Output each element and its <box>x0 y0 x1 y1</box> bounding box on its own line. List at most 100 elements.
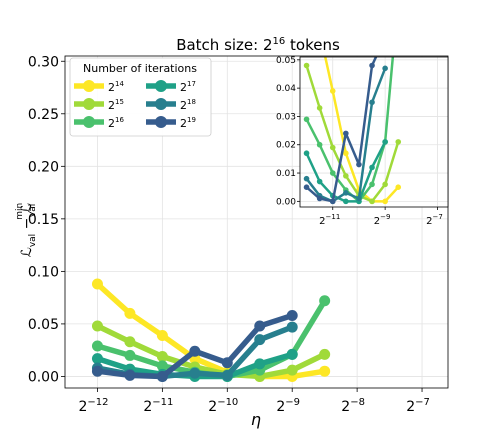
series-3-point-0 <box>91 353 103 365</box>
inset-series-0-point-3 <box>343 150 349 157</box>
x-tick-label-4: 2−8 <box>341 397 365 415</box>
inset-y-tick-label-2: 0.02 <box>276 141 296 151</box>
inset-y-tick-label-5: 0.05 <box>276 56 296 66</box>
inset-series-1-point-3 <box>343 173 349 179</box>
series-line-1 <box>96 323 326 380</box>
inset-y-tick-label-1: 0.01 <box>276 169 296 179</box>
series-2-point-2 <box>156 360 168 372</box>
legend-label-1: 215 <box>108 98 124 112</box>
inset-series-5-point-0 <box>303 184 310 190</box>
series-1-point-6 <box>286 364 298 376</box>
y-tick-label-4: 0.20 <box>28 159 59 175</box>
legend-label-3: 217 <box>180 80 196 94</box>
series-0-point-1 <box>124 307 136 319</box>
series-0-point-0 <box>91 278 103 290</box>
inset-frame <box>299 56 449 208</box>
title-exponent: 16 <box>273 36 286 47</box>
series-0-point-2 <box>156 329 168 341</box>
x-axis-label: η <box>251 410 261 429</box>
inset-series-5-point-6 <box>382 34 388 40</box>
inset-series-3-point-1 <box>316 178 323 185</box>
inset-series-5-point-1 <box>316 195 323 202</box>
legend-marker-0 <box>83 80 95 92</box>
inset-series-0-point-6 <box>382 198 388 205</box>
series-4-point-6 <box>286 321 298 333</box>
legend-marker-5 <box>155 116 167 128</box>
inset-series-1-point-2 <box>329 144 336 151</box>
main-plot-frame <box>64 55 449 389</box>
series-3-point-5 <box>254 358 266 370</box>
series-2-point-7 <box>319 295 331 307</box>
inset-y-tick-label-3: 0.03 <box>276 112 296 122</box>
x-tick-label-5: 2−7 <box>406 397 430 415</box>
series-4-point-3 <box>189 367 201 379</box>
inset-series-1-point-1 <box>316 105 323 111</box>
title-prefix: Batch size: 2 <box>176 36 272 54</box>
inset-series-2-point-1 <box>316 141 323 148</box>
inset-series-0-point-2 <box>329 88 336 94</box>
inset-series-3-point-0 <box>303 150 310 157</box>
series-5-point-2 <box>156 370 168 382</box>
y-axis-label: ℒval − ℒvalmin <box>15 203 38 258</box>
y-label-sup: min <box>15 203 25 220</box>
series-1-point-7 <box>319 348 331 360</box>
series-1-point-0 <box>91 320 103 332</box>
legend-marker-3 <box>155 80 167 92</box>
legend-title: Number of iterations <box>83 62 197 75</box>
legend: Number of iterations 214 215 216 217 218 219 <box>69 57 212 137</box>
inset-series-0-point-7 <box>395 184 402 190</box>
inset-series-3-point-3 <box>343 198 349 205</box>
inset-series-3-point-5 <box>369 164 375 171</box>
series-5-point-4 <box>221 357 233 369</box>
inset-series-1-point-6 <box>382 181 388 188</box>
inset-series-1-point-5 <box>369 198 375 205</box>
inset-y-tick-label-4: 0.04 <box>276 84 296 94</box>
inset-x-tick-label-0: 2−11 <box>319 213 340 227</box>
inset-series-line-1 <box>305 65 400 203</box>
legend-label-4: 218 <box>180 98 196 112</box>
legend-label-2: 216 <box>108 116 124 130</box>
y-tick-label-1: 0.05 <box>28 317 59 333</box>
y-tick-label-5: 0.25 <box>28 107 59 123</box>
x-tick-label-3: 2−9 <box>276 397 300 415</box>
inset-series-2-point-0 <box>303 116 310 123</box>
inset-chart: 0.00 0.01 0.02 0.03 0.04 0.05 2−11 2−9 2−7 <box>276 29 449 227</box>
series-5-point-6 <box>286 310 298 322</box>
inset-series-4-point-0 <box>303 175 310 182</box>
inset-series-1-point-7 <box>395 139 402 145</box>
inset-series-4-point-4 <box>356 195 362 202</box>
inset-series-1-point-0 <box>303 62 310 69</box>
inset-y-tick-label-0: 0.00 <box>276 197 296 207</box>
inset-series-2-point-5 <box>369 181 375 188</box>
legend-label-5: 219 <box>180 116 196 130</box>
series-3-point-6 <box>286 348 298 360</box>
series-2-point-0 <box>91 340 103 352</box>
y-tick-label-0: 0.00 <box>28 369 59 385</box>
y-tick-label-2: 0.10 <box>28 264 59 280</box>
y-label-base-2: ℒ <box>19 203 35 213</box>
x-tick-label-0: 2−12 <box>78 397 108 415</box>
y-tick-label-3: 0.15 <box>28 212 59 228</box>
series-1-point-1 <box>124 336 136 348</box>
chart-title: Batch size: 216 tokens <box>176 36 340 54</box>
series-0-point-7 <box>319 365 331 377</box>
y-label-sub-1: val <box>28 234 38 247</box>
main-axes: 2−12 2−11 2−10 2−9 2−8 2−7 0.00 0.05 0.10 0.15 0.2… <box>28 54 430 415</box>
series-4-point-5 <box>254 334 266 346</box>
inset-series-0-point-1 <box>317 29 323 35</box>
legend-marker-2 <box>83 116 95 128</box>
svg-text:ℒval − ℒvalmin: ℒval − ℒvalmin <box>15 203 38 258</box>
legend-marker-4 <box>155 98 167 110</box>
series-5-point-3 <box>189 345 201 357</box>
series-2-point-1 <box>124 349 136 361</box>
legend-marker-1 <box>83 98 95 110</box>
y-tick-label-6: 0.30 <box>28 54 59 70</box>
series-5-point-5 <box>254 320 266 332</box>
inset-series-5-point-5 <box>369 62 375 69</box>
x-tick-label-1: 2−11 <box>143 397 173 415</box>
series-1-point-2 <box>156 350 168 362</box>
inset-series-4-point-6 <box>382 65 388 72</box>
title-suffix: tokens <box>285 36 340 54</box>
y-label-base-1: ℒ <box>19 247 35 257</box>
